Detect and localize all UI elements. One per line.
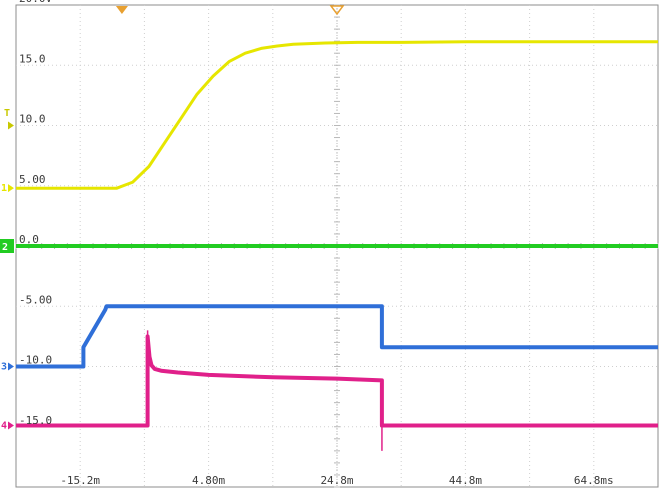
x-tick-label: 64.8ms <box>574 474 614 487</box>
x-tick-label: -15.2m <box>60 474 100 487</box>
channel-markers: T 1 2 3 4 <box>0 5 345 432</box>
x-tick-label: 24.8m <box>320 474 353 487</box>
x-tick-label: 4.80m <box>192 474 225 487</box>
y-tick-label: 15.0 <box>19 52 46 65</box>
channel-1-marker: 1 <box>1 183 7 194</box>
traces <box>16 40 658 451</box>
y-tick-label: 0.0 <box>19 233 39 246</box>
channel-3-marker: 3 <box>1 362 7 373</box>
tick-labels: 20.0V 15.0 10.0 5.00 0.0 -5.00 -10.0 -15.0 -15.2… <box>19 0 614 487</box>
trigger-level-marker: T <box>4 108 10 119</box>
trigger-level-arrow <box>8 121 14 130</box>
trigger-position-marker <box>115 6 128 14</box>
channel-3-ground-arrow <box>8 362 14 371</box>
y-tick-label: 20.0V <box>19 0 52 5</box>
trace-channel-1 <box>16 40 658 190</box>
trace-channel-3 <box>16 304 658 369</box>
channel-2-marker: 2 <box>2 242 8 253</box>
channel-2-marker-box <box>0 239 14 253</box>
y-tick-label: -5.00 <box>19 293 52 306</box>
y-tick-label: 10.0 <box>19 113 46 126</box>
channel-1-ground-arrow <box>8 184 14 193</box>
timebase-center-marker <box>329 5 345 16</box>
x-tick-label: 44.8m <box>449 474 482 487</box>
channel-4-marker: 4 <box>1 421 7 432</box>
y-tick-label: -10.0 <box>19 354 52 367</box>
y-tick-label: 5.00 <box>19 173 46 186</box>
y-tick-label: -15.0 <box>19 414 52 427</box>
channel-4-ground-arrow <box>8 421 14 430</box>
